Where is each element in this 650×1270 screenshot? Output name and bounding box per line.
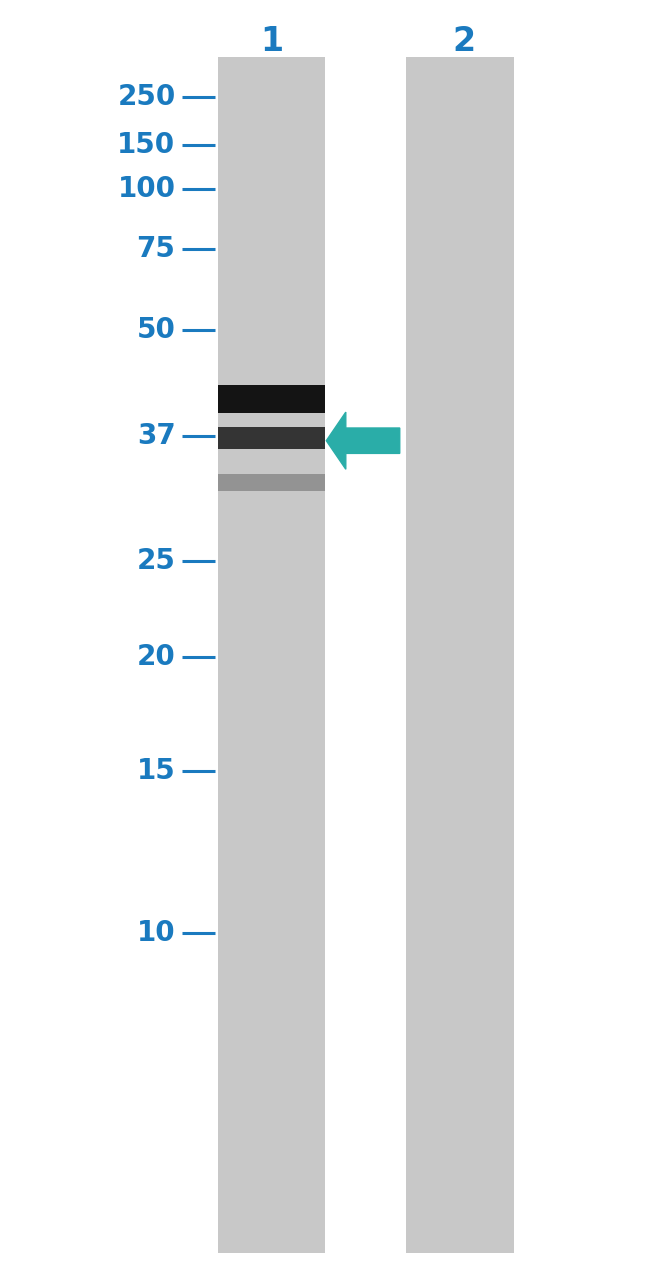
Text: 25: 25 [136,547,176,575]
Text: 100: 100 [118,175,176,203]
Text: 37: 37 [136,422,176,450]
Text: 15: 15 [136,757,176,785]
Bar [406,57,514,1253]
FancyArrow shape [326,411,400,469]
Bar [218,474,325,491]
Bar [218,385,325,413]
Bar [218,427,325,448]
Text: 150: 150 [118,131,176,159]
Text: 50: 50 [136,316,176,344]
Text: 20: 20 [136,643,176,671]
Text: 2: 2 [452,25,475,58]
Text: 250: 250 [117,83,176,110]
Text: 75: 75 [136,235,176,263]
Text: 10: 10 [137,919,176,947]
Bar [218,57,325,1253]
Text: 1: 1 [260,25,283,58]
